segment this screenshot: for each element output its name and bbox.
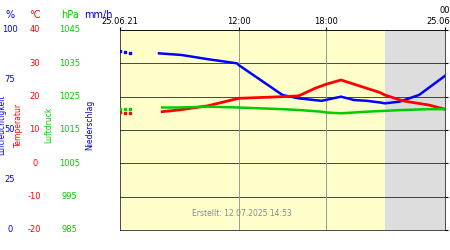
Text: 25: 25 <box>4 176 15 184</box>
Text: Erstellt: 12.07.2025 14:53: Erstellt: 12.07.2025 14:53 <box>192 209 291 218</box>
Text: 1025: 1025 <box>59 92 80 101</box>
Text: 1045: 1045 <box>59 26 80 35</box>
Text: 0: 0 <box>7 226 13 234</box>
Text: 20: 20 <box>29 92 40 101</box>
Text: 0: 0 <box>32 159 37 168</box>
Text: Niederschlag: Niederschlag <box>86 100 94 150</box>
Text: 75: 75 <box>4 76 15 84</box>
Text: -20: -20 <box>28 226 41 234</box>
Text: -10: -10 <box>28 192 41 201</box>
Text: hPa: hPa <box>61 10 79 20</box>
Text: 1005: 1005 <box>59 159 80 168</box>
Text: 100: 100 <box>2 26 18 35</box>
Text: %: % <box>5 10 14 20</box>
Text: 1015: 1015 <box>59 126 80 134</box>
Text: mm/h: mm/h <box>84 10 112 20</box>
Text: 30: 30 <box>29 59 40 68</box>
Text: 985: 985 <box>62 226 78 234</box>
Text: Luftdruck: Luftdruck <box>44 107 53 143</box>
Text: 50: 50 <box>4 126 15 134</box>
Text: 995: 995 <box>62 192 77 201</box>
Text: 1035: 1035 <box>59 59 80 68</box>
Text: °C: °C <box>29 10 40 20</box>
Text: Luftfeuchtigkeit: Luftfeuchtigkeit <box>0 95 7 155</box>
Bar <box>385 30 445 230</box>
Text: 10: 10 <box>29 126 40 134</box>
Text: 40: 40 <box>29 26 40 35</box>
Bar <box>120 30 385 230</box>
Text: Temperatur: Temperatur <box>14 103 22 147</box>
